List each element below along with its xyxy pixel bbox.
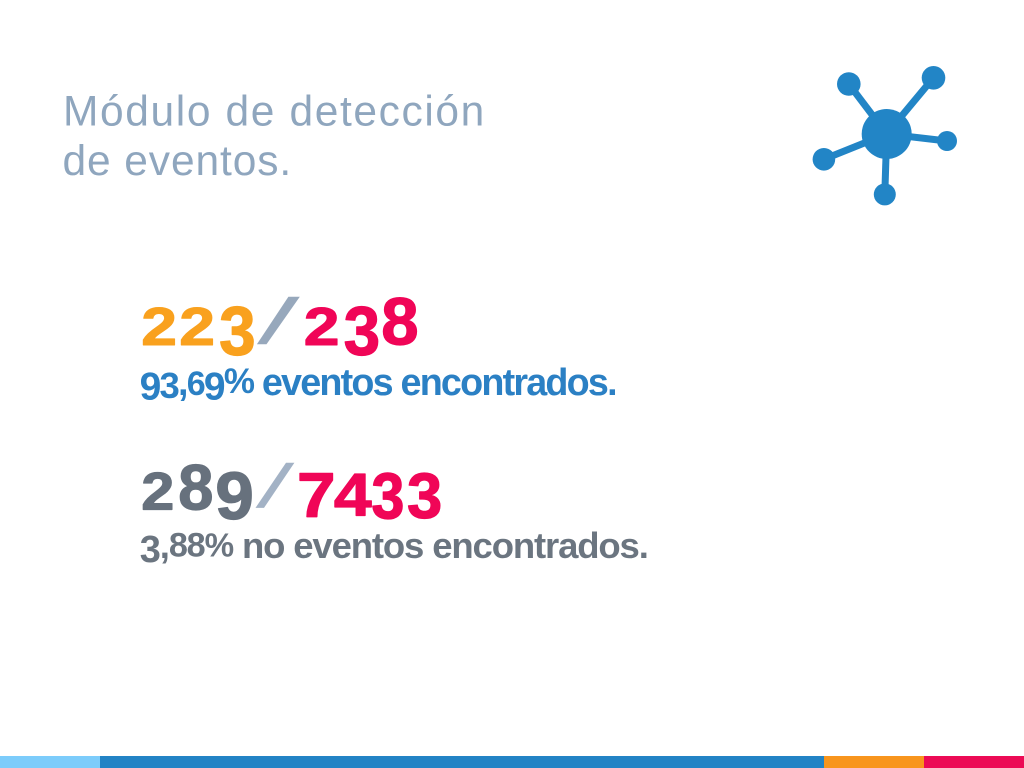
svg-text:2: 2 — [141, 296, 177, 357]
svg-text:2: 2 — [141, 462, 174, 521]
svg-text:3,88% no eventos encontrados.: 3,88% no eventos encontrados. — [140, 525, 648, 571]
svg-text:de eventos.: de eventos. — [63, 138, 292, 185]
svg-text:2: 2 — [304, 296, 340, 357]
svg-text:9: 9 — [215, 459, 254, 534]
svg-text:8: 8 — [178, 452, 213, 523]
svg-text:3: 3 — [219, 293, 256, 370]
svg-text:8: 8 — [381, 286, 418, 360]
svg-text:Módulo de detección: Módulo de detección — [63, 89, 484, 136]
svg-text:7: 7 — [297, 461, 336, 532]
svg-text:93,69% eventos encontrados.: 93,69% eventos encontrados. — [140, 361, 616, 409]
svg-text:3: 3 — [407, 459, 442, 532]
svg-text:3: 3 — [371, 460, 404, 533]
svg-text:2: 2 — [179, 296, 215, 357]
svg-text:3: 3 — [344, 293, 381, 370]
svg-text:4: 4 — [334, 461, 372, 529]
